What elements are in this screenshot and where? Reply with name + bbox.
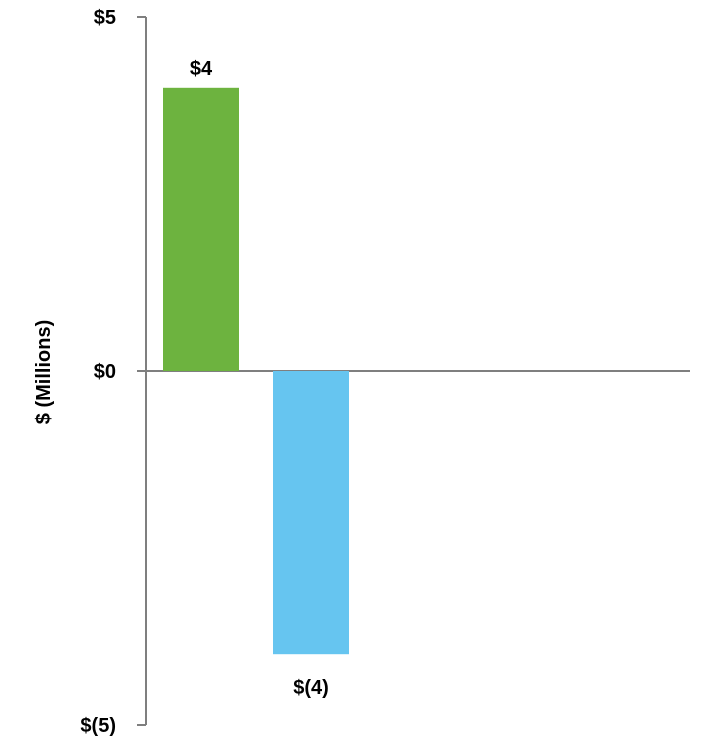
bar (163, 87, 239, 372)
y-tick-label: $(5) (80, 715, 116, 737)
y-axis-title: $ (Millions) (33, 320, 55, 424)
y-tick-label: $0 (94, 361, 116, 383)
y-tick-label: $5 (94, 7, 116, 29)
data-label: $4 (190, 58, 213, 80)
data-label: $(4) (293, 677, 329, 699)
bars (163, 87, 349, 655)
labels: $4 $(4) (190, 58, 329, 699)
bar (273, 371, 349, 655)
